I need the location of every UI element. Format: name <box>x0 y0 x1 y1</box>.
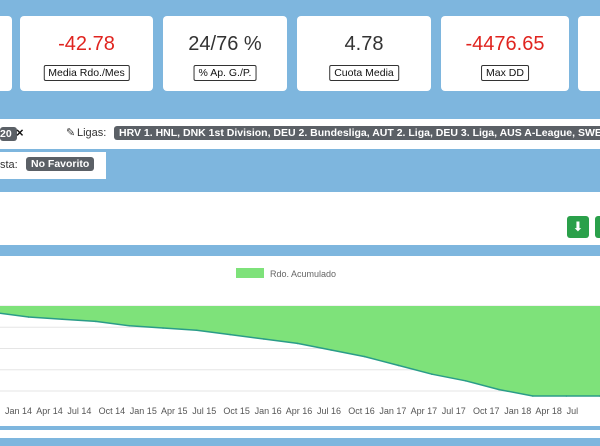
kpi-card-max-dd: -4476.65 Max DD <box>441 16 569 91</box>
x-tick-label: Apr 15 <box>161 406 188 416</box>
x-tick-label: Jan 14 <box>5 406 32 416</box>
filter-tag-text: 20 <box>0 128 12 140</box>
x-tick-label: Oct 16 <box>348 406 375 416</box>
data-point <box>531 395 534 397</box>
data-point <box>296 342 299 345</box>
kpi-label: Media Rdo./Mes <box>43 65 130 81</box>
x-tick-label: Apr 14 <box>36 406 63 416</box>
x-tick-label: Oct 14 <box>99 406 126 416</box>
legend-label: Rdo. Acumulado <box>270 269 336 279</box>
kpi-card-partial-right <box>578 16 600 91</box>
data-point <box>464 380 467 382</box>
bottom-bar <box>0 430 600 438</box>
kpi-card-media-rdo: -42.78 Media Rdo./Mes <box>20 16 153 91</box>
data-point <box>263 338 265 340</box>
data-point <box>431 373 433 375</box>
extra-button[interactable] <box>595 216 600 238</box>
ligas-label: Ligas: <box>77 127 107 139</box>
filter-tag-partial[interactable]: 20 <box>0 127 17 141</box>
filter-row-favorito: sta: No Favorito <box>0 152 106 179</box>
x-tick-label: Jul 16 <box>317 406 341 416</box>
x-tick-label: Jan 16 <box>255 406 282 416</box>
chart-panel: Rdo. Acumulado Jan 14 Apr 14 Jul 14 Oct 14 J… <box>0 256 600 426</box>
x-tick-label: Jul <box>567 406 579 416</box>
x-tick-label: Jul 14 <box>67 406 91 416</box>
x-tick-label: Apr 18 <box>535 406 562 416</box>
kpi-label: Cuota Media <box>329 65 399 81</box>
cumulative-result-chart: Rdo. Acumulado Jan 14 Apr 14 Jul 14 Oct 14 J… <box>0 268 600 416</box>
favorito-label: sta: <box>0 159 18 171</box>
series-area <box>0 306 600 396</box>
kpi-label: % Ap. G./P. <box>193 65 257 81</box>
data-point <box>61 318 64 320</box>
data-point <box>128 325 131 327</box>
x-tick-label: Oct 17 <box>473 406 500 416</box>
kpi-card-ap: 24/76 % % Ap. G./P. <box>163 16 287 91</box>
ligas-filter-tag[interactable]: HRV 1. HNL, DNK 1st Division, DEU 2. Bun… <box>114 126 600 140</box>
x-tick-label: Apr 16 <box>286 406 313 416</box>
data-point <box>498 388 500 391</box>
data-point <box>195 329 198 331</box>
data-point <box>95 320 97 323</box>
x-tick-label: Jan 15 <box>130 406 157 416</box>
data-point <box>162 327 164 329</box>
kpi-label: Max DD <box>481 65 529 81</box>
x-tick-label: Jan 18 <box>504 406 531 416</box>
x-tick-label: Jul 17 <box>442 406 466 416</box>
favorito-filter-tag[interactable]: No Favorito <box>26 157 95 171</box>
kpi-card-partial <box>0 16 12 91</box>
kpi-row: -42.78 Media Rdo./Mes 24/76 % % Ap. G./P… <box>0 0 600 98</box>
download-icon: ⬇ <box>572 219 584 234</box>
data-point <box>397 364 400 367</box>
legend-swatch <box>236 268 264 278</box>
kpi-value: 24/76 % <box>188 33 262 55</box>
x-tick-label: Jul 15 <box>192 406 216 416</box>
data-point <box>330 349 332 351</box>
x-tick-label: Jan 17 <box>379 406 406 416</box>
data-point <box>363 355 366 358</box>
kpi-value: -4476.65 <box>465 33 545 55</box>
x-tick-label: Oct 15 <box>223 406 250 416</box>
download-button[interactable]: ⬇ <box>567 216 589 238</box>
data-point <box>229 333 232 336</box>
pencil-icon: ✎ <box>66 127 76 139</box>
remove-icon[interactable]: × <box>16 125 24 140</box>
data-point <box>565 395 568 397</box>
kpi-value: -42.78 <box>58 33 115 55</box>
toolbar <box>0 192 600 245</box>
kpi-card-cuota: 4.78 Cuota Media <box>297 16 431 91</box>
kpi-value: 4.78 <box>344 33 384 55</box>
data-point <box>27 316 30 318</box>
x-tick-label: Apr 17 <box>411 406 438 416</box>
filter-row-ligas: 20 × ✎ Ligas: HRV 1. HNL, DNK 1st Divisi… <box>0 119 600 149</box>
